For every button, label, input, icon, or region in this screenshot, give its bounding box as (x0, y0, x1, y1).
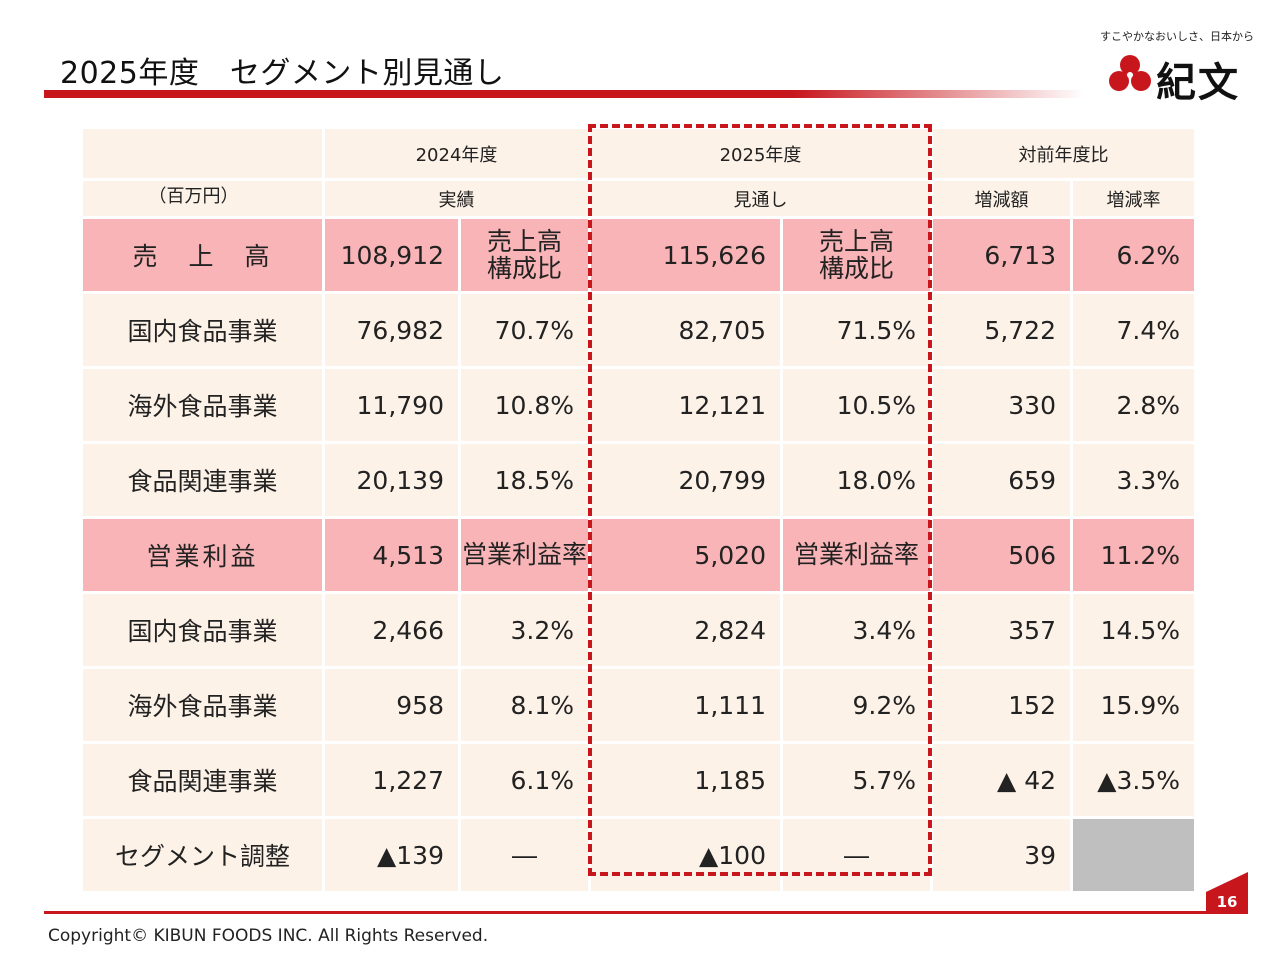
logo: 紀文 (1108, 52, 1258, 106)
change-rate: 3.3% (1070, 441, 1197, 519)
corner-cell (80, 126, 325, 181)
table-row: 食品関連事業 20,139 18.5% 20,799 18.0% 659 3.3… (80, 441, 1197, 519)
value-2024: 76,982 (322, 291, 461, 369)
col-group-2025: 2025年度 (588, 126, 933, 181)
value-2024: 4,513 (322, 516, 461, 594)
value-2025: 12,121 (588, 366, 783, 444)
ratio-2025: 71.5% (780, 291, 933, 369)
change-amount: 152 (930, 666, 1073, 744)
row-label: 営業利益 (80, 516, 325, 594)
page-number-tab (1206, 872, 1248, 914)
value-2025: 5,020 (588, 516, 783, 594)
change-rate: 2.8% (1070, 366, 1197, 444)
header-row-1: 2024年度 2025年度 対前年度比 (80, 126, 1197, 181)
table-row-net-sales: 売 上 高 108,912 売上高 構成比 115,626 売上高 構成比 6,71… (80, 216, 1197, 294)
table-row-segment-adjustment: セグメント調整 ▲139 ― ▲100 ― 39 (80, 816, 1197, 894)
row-label: セグメント調整 (80, 816, 325, 894)
change-rate: ▲3.5% (1070, 741, 1197, 819)
ratio-label-2024: 売上高 構成比 (458, 216, 591, 294)
ratio-2024: 6.1% (458, 741, 591, 819)
ratio-2025: 5.7% (780, 741, 933, 819)
row-label: 食品関連事業 (80, 441, 325, 519)
table-row: 海外食品事業 958 8.1% 1,111 9.2% 152 15.9% (80, 666, 1197, 744)
change-amount: ▲ 42 (930, 741, 1073, 819)
value-2024: 1,227 (322, 741, 461, 819)
ratio-2024: 70.7% (458, 291, 591, 369)
change-rate: 6.2% (1070, 216, 1197, 294)
table-row: 食品関連事業 1,227 6.1% 1,185 5.7% ▲ 42 ▲3.5% (80, 741, 1197, 819)
change-amount: 5,722 (930, 291, 1073, 369)
value-2025: 1,185 (588, 741, 783, 819)
unit-note: （百万円） (80, 178, 325, 219)
ratio-label-2025: 営業利益率 (780, 516, 933, 594)
ratio-label-2025: 売上高 構成比 (780, 216, 933, 294)
tagline: すこやかなおいしさ、日本から (1100, 30, 1254, 43)
ratio-label-2024: 営業利益率 (458, 516, 591, 594)
change-rate: 7.4% (1070, 291, 1197, 369)
page-number: 16 (1216, 893, 1238, 911)
change-amount: 506 (930, 516, 1073, 594)
value-2025: 115,626 (588, 216, 783, 294)
sub-header-forecast: 見通し (588, 178, 933, 219)
value-2025: 2,824 (588, 591, 783, 669)
sub-header-actual: 実績 (322, 178, 591, 219)
value-2025: 1,111 (588, 666, 783, 744)
table-row: 国内食品事業 76,982 70.7% 82,705 71.5% 5,722 7… (80, 291, 1197, 369)
row-label: 海外食品事業 (80, 366, 325, 444)
value-2024: 2,466 (322, 591, 461, 669)
segment-forecast-table: 2024年度 2025年度 対前年度比 （百万円） 実績 見通し 増減額 増減率… (80, 126, 1197, 894)
ratio-2024: 3.2% (458, 591, 591, 669)
value-2024: ▲139 (322, 816, 461, 894)
change-amount: 330 (930, 366, 1073, 444)
row-label: 国内食品事業 (80, 291, 325, 369)
table-row-operating-profit: 営業利益 4,513 営業利益率 5,020 営業利益率 506 11.2% (80, 516, 1197, 594)
value-2024: 108,912 (322, 216, 461, 294)
blank-cell (1070, 816, 1197, 894)
change-rate: 15.9% (1070, 666, 1197, 744)
change-amount: 6,713 (930, 216, 1073, 294)
change-rate: 14.5% (1070, 591, 1197, 669)
ratio-2024: ― (458, 816, 591, 894)
row-label: 食品関連事業 (80, 741, 325, 819)
table-row: 国内食品事業 2,466 3.2% 2,824 3.4% 357 14.5% (80, 591, 1197, 669)
value-2024: 11,790 (322, 366, 461, 444)
page-title: 2025年度 セグメント別見通し (60, 56, 505, 91)
value-2025: 20,799 (588, 441, 783, 519)
ratio-2024: 18.5% (458, 441, 591, 519)
ratio-2025: 3.4% (780, 591, 933, 669)
copyright: Copyright© KIBUN FOODS INC. All Rights R… (48, 926, 489, 946)
ratio-2025: 9.2% (780, 666, 933, 744)
change-amount: 39 (930, 816, 1073, 894)
change-amount: 357 (930, 591, 1073, 669)
row-label: 国内食品事業 (80, 591, 325, 669)
row-label: 海外食品事業 (80, 666, 325, 744)
ratio-2024: 10.8% (458, 366, 591, 444)
footer-rule (44, 911, 1218, 914)
ratio-2024: 8.1% (458, 666, 591, 744)
change-amount: 659 (930, 441, 1073, 519)
col-group-yoy: 対前年度比 (930, 126, 1197, 181)
logo-mark-icon (1109, 55, 1151, 91)
sub-header-change-rate: 増減率 (1070, 178, 1197, 219)
sub-header-change-amount: 増減額 (930, 178, 1073, 219)
title-underline (44, 90, 1084, 98)
row-label: 売 上 高 (80, 216, 325, 294)
header-row-2: （百万円） 実績 見通し 増減額 増減率 (80, 178, 1197, 219)
table-row: 海外食品事業 11,790 10.8% 12,121 10.5% 330 2.8… (80, 366, 1197, 444)
value-2024: 958 (322, 666, 461, 744)
ratio-2025: 10.5% (780, 366, 933, 444)
logo-text: 紀文 (1156, 60, 1240, 106)
change-rate: 11.2% (1070, 516, 1197, 594)
value-2025: 82,705 (588, 291, 783, 369)
ratio-2025: ― (780, 816, 933, 894)
value-2025: ▲100 (588, 816, 783, 894)
value-2024: 20,139 (322, 441, 461, 519)
col-group-2024: 2024年度 (322, 126, 591, 181)
ratio-2025: 18.0% (780, 441, 933, 519)
